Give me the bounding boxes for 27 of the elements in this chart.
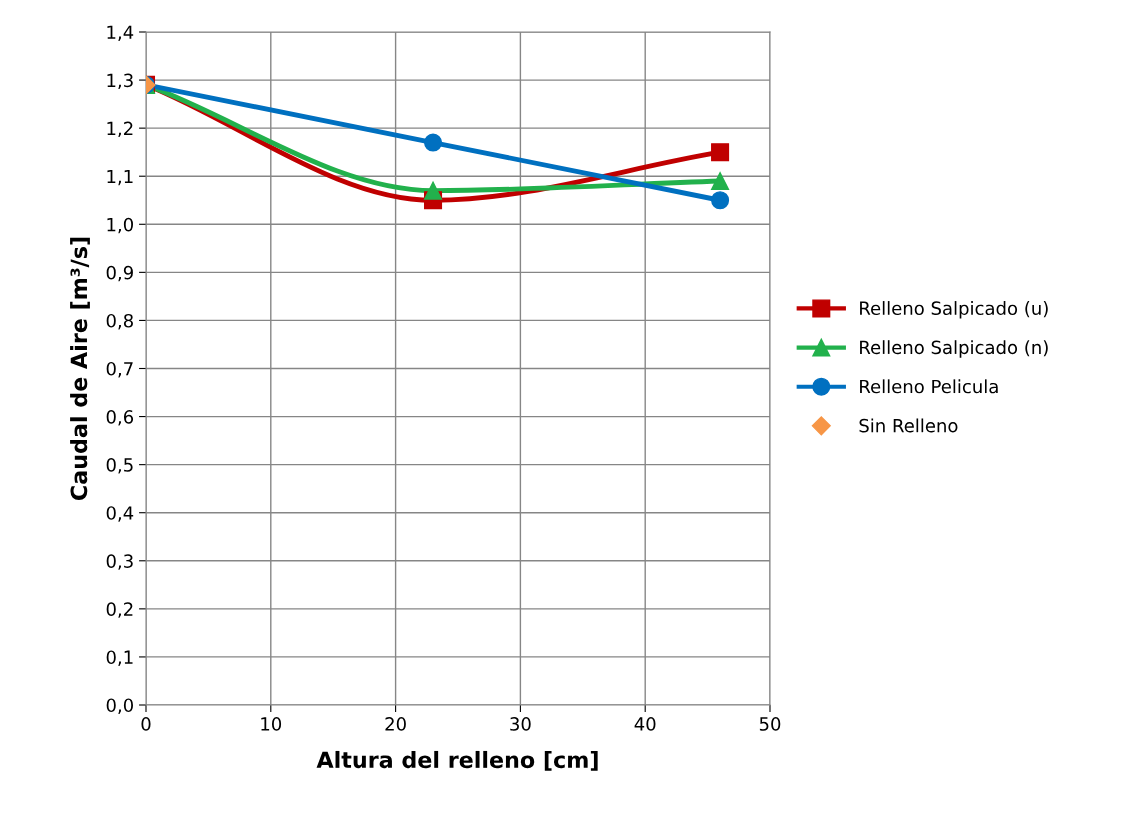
x-tick-label: 30 bbox=[510, 717, 531, 731]
legend-label: Relleno Salpicado (n) bbox=[860, 340, 1048, 358]
x-tick-label: 50 bbox=[759, 717, 781, 731]
y-axis-title: Caudal de Aire [m³/s] bbox=[70, 237, 90, 501]
y-tick-label: 0,6 bbox=[106, 410, 134, 426]
y-tick-label: 0,2 bbox=[106, 602, 133, 618]
x-tick-label: 40 bbox=[634, 717, 656, 731]
x-tick-label: 0 bbox=[141, 717, 151, 731]
y-tick-label: 1,2 bbox=[107, 121, 133, 138]
y-tick-label: 0,1 bbox=[106, 650, 133, 666]
y-tick-label: 0,5 bbox=[106, 458, 133, 474]
y-tick-label: 1,0 bbox=[107, 217, 133, 234]
legend-label: Relleno Pelicula bbox=[860, 379, 998, 394]
legend-label: Sin Relleno bbox=[859, 418, 958, 433]
y-tick-label: 0,4 bbox=[106, 506, 134, 522]
y-tick-label: 1,3 bbox=[107, 73, 133, 90]
y-tick-label: 1,1 bbox=[107, 169, 133, 186]
y-tick-label: 0,9 bbox=[106, 265, 133, 282]
x-tick-label: 20 bbox=[385, 717, 406, 731]
y-tick-label: 0,7 bbox=[106, 361, 133, 378]
y-tick-label: 0,3 bbox=[106, 554, 133, 570]
x-tick-label: 10 bbox=[261, 717, 282, 731]
x-axis-title: Altura del relleno [cm] bbox=[316, 750, 598, 771]
y-tick-label: 0,0 bbox=[106, 698, 133, 714]
y-tick-label: 0,8 bbox=[106, 313, 133, 330]
y-tick-label: 1,4 bbox=[107, 25, 134, 41]
legend-label: Relleno Salpicado (u) bbox=[860, 301, 1048, 319]
